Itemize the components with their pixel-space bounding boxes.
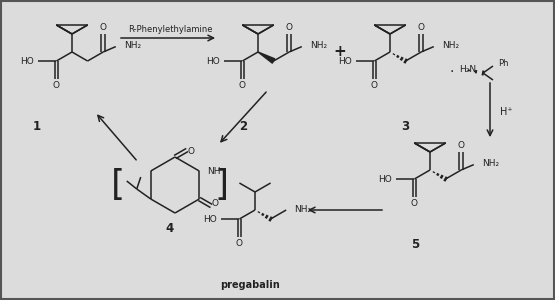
- Text: 2: 2: [239, 121, 247, 134]
- Text: O: O: [286, 23, 292, 32]
- Text: HO: HO: [203, 214, 216, 224]
- Text: O: O: [418, 23, 425, 32]
- Text: O: O: [53, 80, 60, 89]
- Text: O: O: [239, 80, 246, 89]
- Text: NH₂: NH₂: [482, 159, 499, 168]
- Text: NH₂: NH₂: [442, 41, 459, 50]
- Text: H⁺: H⁺: [500, 107, 513, 117]
- Text: ]: ]: [215, 168, 229, 202]
- Text: O: O: [236, 238, 243, 247]
- Text: R-Phenylethylamine: R-Phenylethylamine: [128, 26, 212, 34]
- Text: O: O: [100, 23, 107, 32]
- Text: HO: HO: [206, 56, 219, 65]
- Text: HO: HO: [19, 56, 33, 65]
- Text: H₂N: H₂N: [459, 64, 476, 74]
- Text: HO: HO: [337, 56, 351, 65]
- Text: 4: 4: [166, 221, 174, 235]
- Text: NH₂: NH₂: [124, 41, 141, 50]
- Text: O: O: [411, 199, 418, 208]
- Text: O: O: [371, 80, 378, 89]
- Text: O: O: [212, 200, 219, 208]
- Text: +: +: [334, 44, 346, 59]
- Text: [: [: [111, 168, 125, 202]
- Text: 5: 5: [411, 238, 419, 251]
- Text: 1: 1: [33, 121, 41, 134]
- Text: NH: NH: [207, 167, 221, 176]
- Polygon shape: [258, 52, 275, 63]
- Text: Ph: Ph: [498, 59, 508, 68]
- Text: NH₂: NH₂: [294, 205, 311, 214]
- Text: O: O: [458, 142, 465, 151]
- Text: O: O: [188, 148, 195, 157]
- Text: 3: 3: [401, 121, 409, 134]
- Text: ·: ·: [450, 65, 454, 79]
- Text: HO: HO: [377, 175, 391, 184]
- Text: NH₂: NH₂: [310, 41, 327, 50]
- Text: pregabalin: pregabalin: [220, 280, 280, 290]
